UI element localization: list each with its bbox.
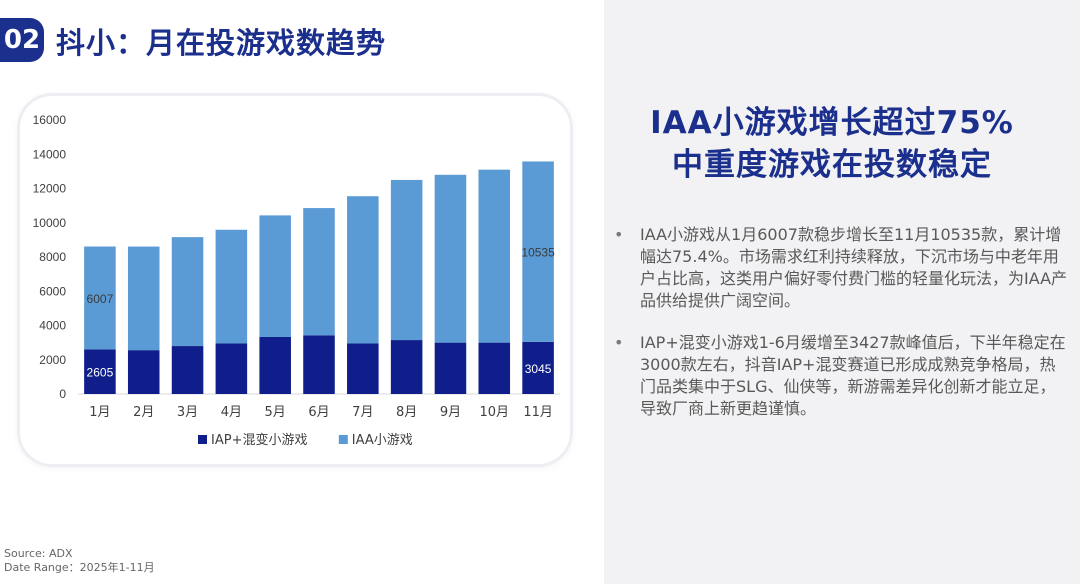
x-tick-label: 10月 [479,405,509,420]
bullet-text: IAA小游戏从1月6007款稳步增长至11月10535款，累计增幅达75.4%。… [640,225,1068,310]
data-label: 3045 [525,362,552,376]
y-tick-label: 0 [59,387,66,401]
bar-iap [127,350,160,394]
chart-card: 0 2000 4000 6000 8000 10000 12000 14000 16000 1月 2… [20,96,570,464]
x-tick-label: 7月 [352,405,373,420]
bar-iap [434,342,467,394]
bullet-list: • IAA小游戏从1月6007款稳步增长至11月10535款，累计增幅达75.4… [612,224,1068,440]
bar-iap [84,349,116,394]
page-title: 抖小：月在投游戏数趋势 [56,26,387,60]
bar-iaa [259,215,291,337]
headline: IAA小游戏增长超过75% 中重度游戏在投数稳定 [612,102,1052,186]
y-tick-label: 10000 [33,216,67,230]
y-tick-label: 6000 [39,284,66,298]
x-tick-label: 5月 [265,405,286,420]
headline-line-2: 中重度游戏在投数稳定 [672,147,992,183]
stacked-bar-chart: 0 2000 4000 6000 8000 10000 12000 14000 16000 1月 2… [33,113,560,448]
x-tick-label: 3月 [177,405,198,420]
bar-iap [478,342,511,394]
data-label: 2605 [87,366,114,380]
bar-iaa [303,208,335,336]
bar-iaa [347,196,379,344]
y-tick-label: 2000 [39,353,66,367]
x-tick-label: 2月 [133,405,154,420]
bar-iaa [215,229,248,344]
y-tick-label: 16000 [33,113,67,127]
source-note: Source: ADX Date Range：2025年1-11月 [4,547,155,575]
data-label: 6007 [87,292,114,306]
bullet-item: • IAA小游戏从1月6007款稳步增长至11月10535款，累计增幅达75.4… [612,224,1068,312]
x-tick-label: 6月 [308,405,329,420]
x-tick-label: 9月 [440,405,461,420]
bar-iap [347,343,379,394]
bar-iap [522,341,554,394]
data-label: 10535 [521,246,555,260]
y-tick-label: 14000 [33,147,67,161]
bullet-item: • IAP+混变小游戏1-6月缓增至3427款峰值后，下半年稳定在3000款左右… [612,332,1068,420]
legend-swatch-iaa [338,435,348,444]
headline-line-1: IAA小游戏增长超过75% [650,105,1014,141]
legend-label: IAA小游戏 [352,433,413,448]
x-tick-label: 8月 [396,405,417,420]
bullet-dot-icon: • [614,225,624,244]
legend-swatch-iap [198,435,207,444]
right-panel [604,0,1080,584]
bar-iaa [522,161,554,342]
y-tick-label: 8000 [39,250,66,264]
bar-iap [171,346,204,394]
bar-iap [259,336,291,394]
y-tick-label: 12000 [33,182,67,196]
x-tick-label: 4月 [221,405,242,420]
x-tick-label: 1月 [89,405,110,420]
bar-iaa [478,169,511,343]
bullet-dot-icon: • [614,333,624,352]
date-range-line: Date Range：2025年1-11月 [4,561,155,574]
y-tick-label: 4000 [39,319,66,333]
section-number: 02 [0,18,44,62]
source-line: Source: ADX [4,547,73,560]
bullet-text: IAP+混变小游戏1-6月缓增至3427款峰值后，下半年稳定在3000款左右，抖… [640,333,1066,418]
x-tick-label: 11月 [523,405,553,420]
bar-iap [303,335,335,394]
bar-iap [390,340,423,394]
bar-iaa [127,246,160,351]
bar-iaa [390,179,423,341]
legend-label: IAP+混变小游戏 [211,432,307,448]
bar-iaa [171,237,204,347]
bar-iap [215,343,248,394]
bar-iaa [434,174,467,343]
bar-iaa [84,246,116,350]
